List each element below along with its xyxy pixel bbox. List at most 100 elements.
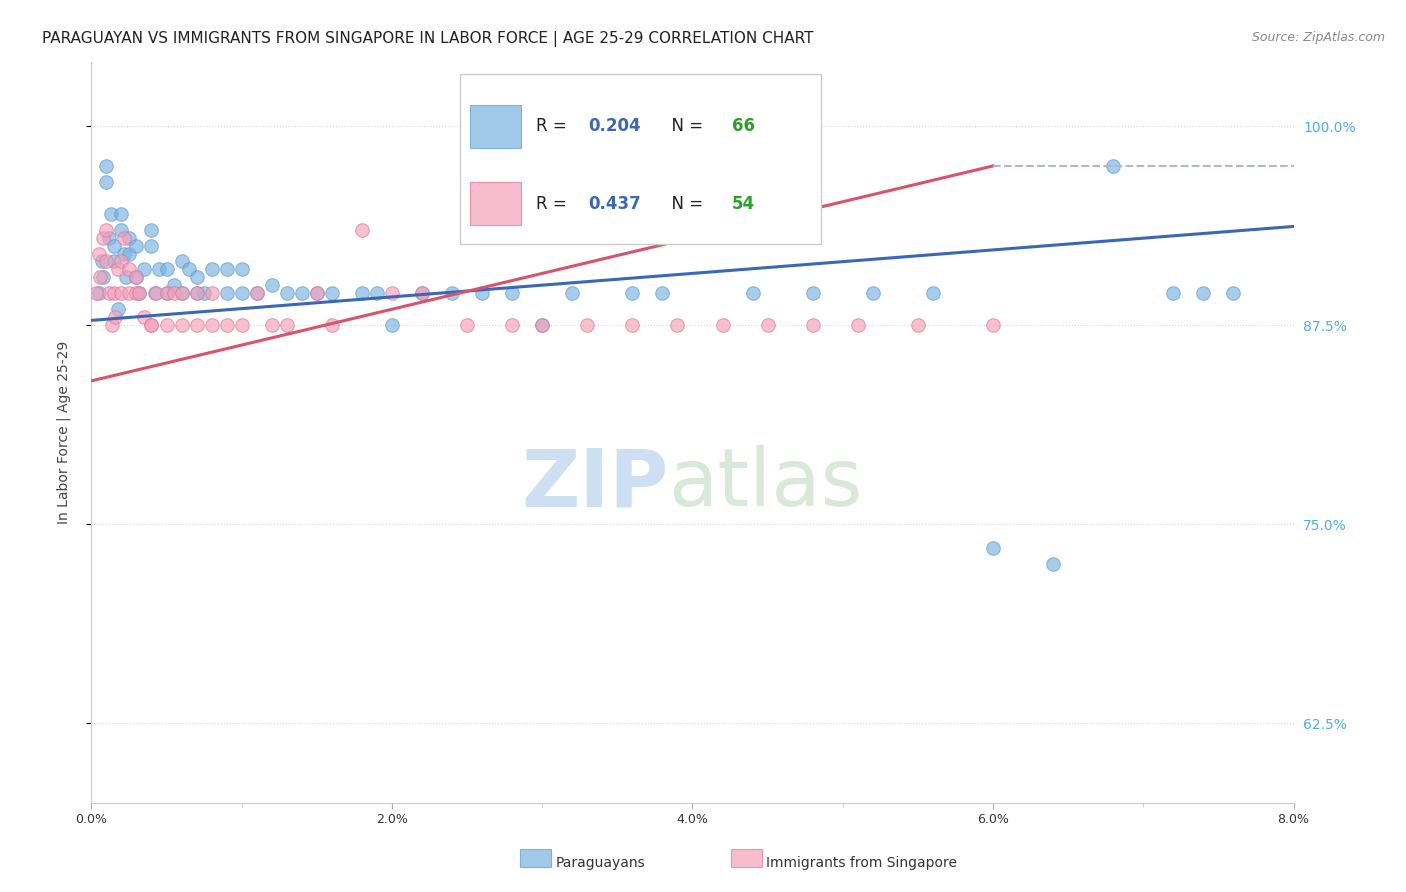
Point	[215, 286, 238, 301]
Point	[215, 318, 238, 333]
Point	[155, 262, 177, 277]
Point	[186, 286, 208, 301]
Point	[621, 286, 644, 301]
Point	[186, 318, 208, 333]
Point	[186, 270, 208, 285]
Point	[801, 286, 824, 301]
Point	[118, 246, 141, 260]
Point	[471, 286, 494, 301]
Point	[141, 318, 163, 333]
Point	[114, 246, 136, 260]
Point	[118, 230, 141, 244]
Point	[128, 286, 150, 301]
Point	[87, 286, 110, 301]
Point	[651, 286, 673, 301]
Bar	[470, 182, 520, 226]
Point	[186, 286, 208, 301]
Point	[501, 318, 523, 333]
Point	[96, 159, 118, 173]
Point	[170, 254, 193, 268]
Point	[104, 310, 127, 325]
Point	[170, 318, 193, 333]
Point	[381, 286, 404, 301]
Point	[170, 286, 193, 301]
Text: Immigrants from Singapore: Immigrants from Singapore	[766, 855, 957, 870]
Point	[501, 286, 523, 301]
Point	[366, 286, 388, 301]
Point	[321, 286, 343, 301]
Text: 0.437: 0.437	[588, 194, 641, 213]
Point	[115, 270, 138, 285]
Point	[246, 286, 269, 301]
Point	[321, 318, 343, 333]
Point	[89, 270, 111, 285]
Point	[125, 270, 148, 285]
Point	[305, 286, 328, 301]
Text: Source: ZipAtlas.com: Source: ZipAtlas.com	[1251, 31, 1385, 45]
Point	[143, 286, 166, 301]
Point	[291, 286, 314, 301]
Bar	[470, 104, 520, 147]
Point	[440, 286, 463, 301]
Point	[922, 286, 945, 301]
Point	[981, 318, 1004, 333]
Point	[711, 318, 734, 333]
Point	[666, 318, 689, 333]
Point	[107, 302, 129, 317]
Point	[114, 230, 136, 244]
Point	[231, 318, 253, 333]
Point	[93, 270, 115, 285]
Point	[305, 286, 328, 301]
FancyBboxPatch shape	[460, 73, 821, 244]
Point	[93, 230, 115, 244]
Text: R =: R =	[536, 117, 572, 135]
Point	[756, 318, 779, 333]
Point	[96, 254, 118, 268]
Point	[96, 175, 118, 189]
Point	[1042, 557, 1064, 571]
Point	[201, 318, 224, 333]
Point	[846, 318, 869, 333]
Point	[84, 286, 107, 301]
Point	[163, 286, 186, 301]
Point	[576, 318, 599, 333]
Point	[110, 207, 132, 221]
Point	[681, 222, 703, 236]
Text: R =: R =	[536, 194, 572, 213]
Point	[145, 286, 167, 301]
Point	[132, 262, 155, 277]
Point	[132, 310, 155, 325]
Text: PARAGUAYAN VS IMMIGRANTS FROM SINGAPORE IN LABOR FORCE | AGE 25-29 CORRELATION C: PARAGUAYAN VS IMMIGRANTS FROM SINGAPORE …	[42, 31, 814, 47]
Point	[101, 318, 124, 333]
Point	[1102, 159, 1125, 173]
Point	[1161, 286, 1184, 301]
Point	[456, 318, 478, 333]
Point	[107, 262, 129, 277]
Point	[110, 222, 132, 236]
Point	[862, 286, 884, 301]
Text: 54: 54	[733, 194, 755, 213]
Point	[260, 278, 283, 293]
Text: ZIP: ZIP	[522, 445, 668, 524]
Point	[246, 286, 269, 301]
Point	[98, 230, 121, 244]
Point	[531, 318, 554, 333]
Text: N =: N =	[661, 117, 709, 135]
Point	[276, 318, 298, 333]
Point	[381, 318, 404, 333]
Point	[155, 286, 177, 301]
Point	[155, 318, 177, 333]
Point	[231, 262, 253, 277]
Point	[350, 222, 373, 236]
Text: 0.204: 0.204	[588, 117, 641, 135]
Point	[118, 286, 141, 301]
Point	[118, 262, 141, 277]
Point	[801, 318, 824, 333]
Point	[260, 318, 283, 333]
Point	[125, 238, 148, 252]
Point	[201, 286, 224, 301]
Point	[148, 262, 170, 277]
Point	[87, 246, 110, 260]
Point	[201, 262, 224, 277]
Point	[1222, 286, 1244, 301]
